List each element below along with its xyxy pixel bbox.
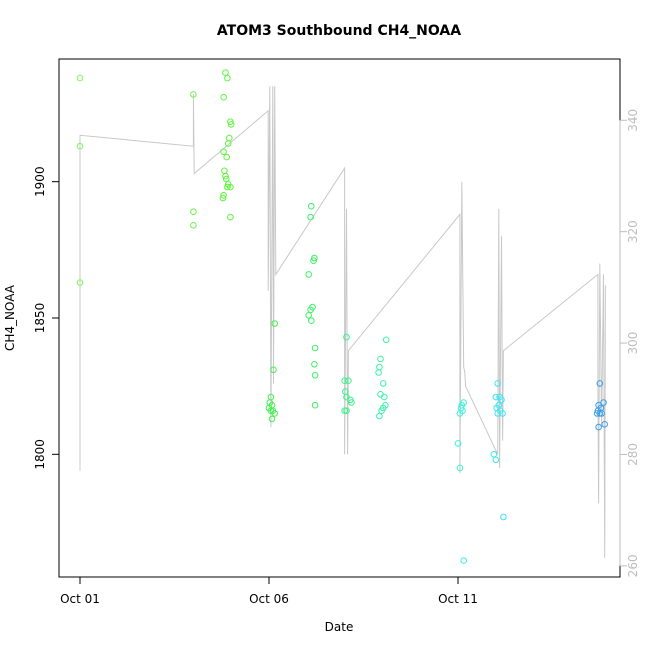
data-point	[76, 74, 84, 82]
data-point	[456, 410, 464, 417]
data-point	[271, 320, 279, 327]
data-point	[311, 254, 318, 262]
data-point	[498, 396, 505, 404]
data-point	[348, 399, 355, 406]
secondary-y-axis: 260 280 300 320 340	[619, 109, 640, 577]
data-point	[499, 410, 506, 417]
plot-frame	[58, 58, 621, 578]
data-point	[490, 451, 498, 458]
y-tick-label: 1900	[33, 166, 47, 197]
data-point	[492, 456, 500, 464]
data-point	[379, 380, 387, 387]
y-tick-label: 1850	[33, 303, 47, 334]
data-point	[500, 513, 507, 521]
data-point	[227, 213, 234, 221]
data-point	[378, 407, 385, 415]
data-point	[308, 202, 315, 210]
data-point	[308, 317, 315, 325]
data-point	[343, 333, 350, 341]
data-point	[268, 415, 276, 423]
x-tick-label: Oct 06	[249, 592, 289, 606]
data-point	[190, 91, 197, 98]
y-tick-label: 1800	[33, 439, 47, 470]
data-point	[601, 421, 609, 428]
data-point	[221, 167, 228, 175]
data-point	[227, 183, 234, 191]
data-point	[343, 407, 350, 415]
data-point	[377, 391, 384, 398]
data-point	[220, 148, 227, 155]
data-point	[224, 74, 231, 82]
data-point	[271, 410, 279, 417]
points-layer	[76, 69, 609, 564]
data-point	[223, 153, 230, 161]
x-tick-label: Oct 01	[60, 592, 100, 606]
data-point	[190, 208, 197, 215]
data-point	[307, 306, 314, 314]
secondary-series-polyline	[79, 86, 606, 558]
data-point	[222, 69, 229, 76]
data-point	[595, 423, 602, 431]
x-tick-label: Oct 11	[438, 592, 478, 606]
x-axis-label: Date	[325, 620, 354, 634]
data-point	[220, 93, 227, 101]
chart-title: ATOM3 Southbound CH4_NOAA	[217, 23, 461, 39]
data-point	[311, 361, 318, 368]
data-point	[307, 213, 314, 221]
data-point	[596, 380, 604, 387]
data-point	[270, 366, 277, 374]
data-point	[492, 393, 500, 401]
y-axis: 1800 1850 1900	[33, 166, 60, 470]
data-point	[377, 355, 384, 363]
data-point	[375, 369, 382, 376]
secondary-series-line	[79, 86, 606, 558]
data-point	[224, 140, 232, 147]
x-axis: Oct 01 Oct 06 Oct 11	[60, 576, 478, 606]
secondary-y-tick-label: 320	[626, 220, 640, 243]
data-point	[593, 410, 601, 417]
data-point	[381, 393, 388, 401]
data-point	[311, 372, 319, 379]
data-point	[494, 380, 502, 387]
data-point	[456, 464, 464, 472]
data-point	[600, 399, 607, 406]
data-point	[345, 377, 352, 385]
data-point	[227, 121, 235, 128]
data-point	[494, 410, 502, 417]
data-point	[76, 142, 84, 150]
y-axis-label: CH4_NOAA	[3, 284, 17, 351]
data-point	[226, 134, 233, 142]
data-point	[341, 407, 348, 415]
data-point	[454, 440, 462, 447]
data-point	[598, 410, 605, 417]
data-point	[222, 172, 229, 180]
data-point	[341, 377, 348, 385]
secondary-y-tick-label: 280	[626, 443, 640, 466]
data-point	[382, 336, 390, 344]
data-point	[227, 118, 234, 125]
data-point	[219, 194, 227, 202]
data-point	[376, 412, 383, 420]
data-point	[460, 557, 468, 564]
data-point	[305, 312, 313, 319]
data-point	[220, 192, 227, 199]
secondary-y-tick-label: 260	[626, 554, 640, 577]
data-point	[311, 401, 319, 409]
secondary-y-tick-label: 300	[626, 332, 640, 355]
data-point	[76, 279, 84, 286]
data-point	[596, 410, 604, 417]
data-point	[224, 183, 231, 191]
data-point	[190, 222, 197, 229]
data-point	[310, 257, 317, 265]
data-point	[376, 363, 383, 371]
data-point	[311, 344, 319, 352]
data-point	[305, 271, 313, 278]
secondary-y-tick-label: 340	[626, 109, 640, 132]
